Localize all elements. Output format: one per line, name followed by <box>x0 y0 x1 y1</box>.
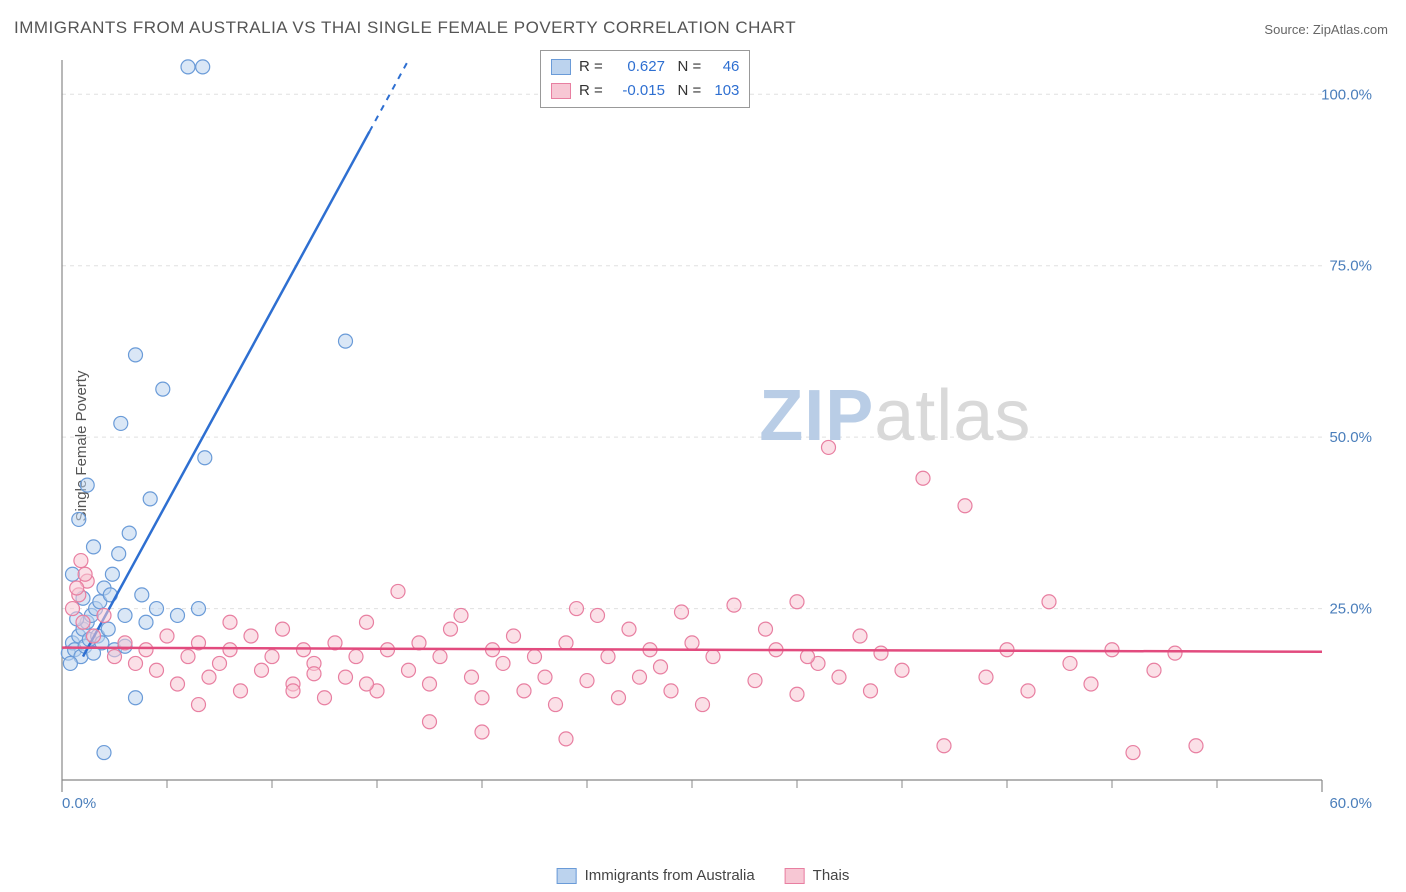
chart-svg: 25.0% 50.0% 75.0% 100.0% 0.0% 60.0% <box>52 50 1382 820</box>
svg-text:60.0%: 60.0% <box>1329 795 1372 812</box>
series-legend-label: Immigrants from Australia <box>585 867 755 884</box>
series-legend: Immigrants from Australia Thais <box>557 867 850 884</box>
source-name: ZipAtlas.com <box>1313 22 1388 37</box>
page-title: IMMIGRANTS FROM AUSTRALIA VS THAI SINGLE… <box>14 18 796 38</box>
svg-text:50.0%: 50.0% <box>1329 429 1372 446</box>
stats-legend-row: R = -0.015 N = 103 <box>551 79 739 103</box>
svg-text:100.0%: 100.0% <box>1321 86 1372 103</box>
source-credit: Source: ZipAtlas.com <box>1264 22 1388 37</box>
svg-text:0.0%: 0.0% <box>62 795 96 812</box>
series-legend-label: Thais <box>813 867 850 884</box>
legend-swatch <box>551 59 571 75</box>
svg-text:75.0%: 75.0% <box>1329 258 1372 275</box>
series-legend-item: Thais <box>785 867 850 884</box>
legend-swatch <box>551 83 571 99</box>
correlation-chart: 25.0% 50.0% 75.0% 100.0% 0.0% 60.0% <box>52 50 1382 820</box>
legend-swatch <box>557 868 577 884</box>
series-legend-item: Immigrants from Australia <box>557 867 755 884</box>
legend-swatch <box>785 868 805 884</box>
stats-text: R = 0.627 N = 46 <box>579 55 739 79</box>
stats-legend-row: R = 0.627 N = 46 <box>551 55 739 79</box>
svg-text:25.0%: 25.0% <box>1329 601 1372 618</box>
source-label: Source: <box>1264 22 1309 37</box>
stats-text: R = -0.015 N = 103 <box>579 79 739 103</box>
stats-legend: R = 0.627 N = 46R = -0.015 N = 103 <box>540 50 750 108</box>
